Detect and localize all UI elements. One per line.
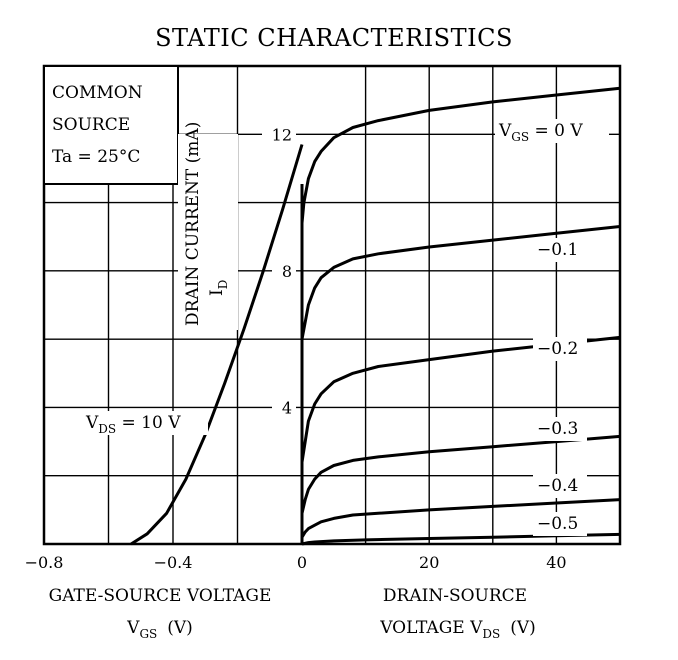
data-curves (130, 86, 621, 546)
axis-ticks: 4 8 12 −0.8 −0.4 0 20 40 (25, 123, 567, 572)
output-curve (301, 532, 621, 546)
conditions-box (43, 65, 179, 185)
series-label-vds-10v-mask (82, 411, 208, 435)
y-axis-label-main: DRAIN CURRENT (mA) (183, 122, 203, 326)
series-label-vgs-5: −0.5 (537, 514, 578, 534)
left-x-axis-label-line1: GATE-SOURCE VOLTAGE (49, 586, 272, 606)
y-tick-mask (272, 259, 296, 282)
series-label-vgs-2-mask (533, 337, 587, 361)
right-x-axis-label-line1: DRAIN-SOURCE (383, 586, 527, 606)
series-label-vds-10v: VDS = 10 V (85, 413, 181, 436)
condition-line-3: Ta = 25°C (52, 147, 140, 167)
series-label-vgs-1-mask (533, 238, 587, 262)
y-tick-mask (272, 396, 296, 419)
output-curve (300, 225, 621, 340)
output-curve (300, 86, 621, 224)
output-curve (300, 335, 621, 463)
left-x-axis-label-line2: VGS (V) (126, 618, 193, 641)
chart-title: STATIC CHARACTERISTICS (155, 24, 513, 52)
plot-frame (42, 64, 622, 546)
x-tick-label-vgs: −0.4 (154, 553, 193, 572)
series-labels: VDS = 10 V VGS = 0 V −0.1 −0.2 −0.3 −0.4 −0.5 (82, 119, 609, 536)
series-label-vgs-0-mask (495, 119, 609, 143)
series-label-vgs-2: −0.2 (537, 339, 578, 359)
series-label-vgs-4: −0.4 (537, 476, 578, 496)
y-axis-label-symbol: ID (207, 280, 230, 296)
x-tick-label-vds: 40 (546, 553, 566, 572)
condition-line-1: COMMON (52, 83, 143, 103)
y-tick-label: 8 (282, 262, 292, 281)
y-tick-mask (262, 123, 296, 146)
series-label-vgs-5-mask (533, 512, 587, 536)
x-tick-label-vgs: 0 (297, 553, 307, 572)
output-curve (300, 498, 621, 538)
series-label-vgs-1: −0.1 (537, 240, 578, 260)
output-curve (300, 434, 621, 514)
x-tick-label-vds: 20 (419, 553, 439, 572)
series-label-vgs-3-mask (533, 417, 587, 441)
x-tick-label-vgs: −0.8 (25, 553, 64, 572)
series-label-vgs-3: −0.3 (537, 419, 578, 439)
y-tick-label: 4 (282, 398, 292, 417)
y-tick-label: 12 (272, 125, 292, 144)
condition-line-2: SOURCE (52, 115, 130, 135)
series-label-vgs-4-mask (533, 474, 587, 498)
series-label-vgs-0: VGS = 0 V (498, 121, 583, 144)
right-x-axis-label-line2: VOLTAGE VDS (V) (379, 618, 536, 641)
y-label-mask (178, 134, 238, 330)
transfer-curve (130, 144, 304, 546)
